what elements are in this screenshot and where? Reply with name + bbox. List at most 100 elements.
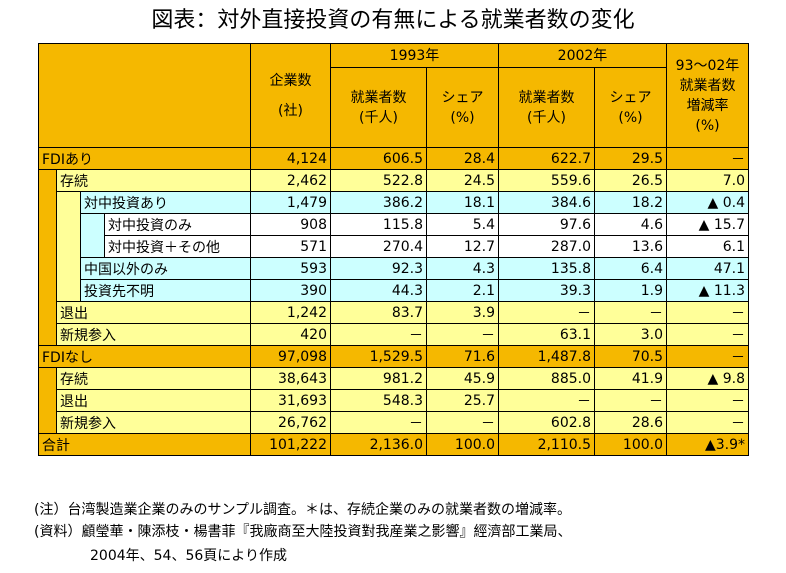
cell-s93: 45.9	[426, 367, 499, 390]
table-body: FDIあり 4,124 606.5 28.4 622.7 29.5 －存続 2,462 522.…	[38, 147, 749, 456]
row-label: 退出	[56, 389, 251, 412]
cell-firms: 101,222	[250, 433, 331, 456]
row-label: 中国以外のみ	[80, 257, 251, 280]
cell-s02: 1.9	[594, 279, 667, 302]
cell-s93: 5.4	[426, 213, 499, 236]
indent-cell	[56, 235, 81, 258]
cell-chg: －	[666, 345, 749, 368]
cell-e93: 115.8	[330, 213, 427, 236]
indent-cell	[56, 257, 81, 280]
table-source-cont: 2004年、54、56頁により作成	[90, 548, 287, 564]
cell-e02: 602.8	[498, 411, 595, 434]
cell-firms: 97,098	[250, 345, 331, 368]
cell-e93: －	[330, 323, 427, 346]
cell-e93: 83.7	[330, 301, 427, 324]
header-share-1993: シェア (%)	[426, 67, 499, 148]
table-row: 退出 1,242 83.7 3.9 －－－	[38, 301, 749, 324]
cell-s02: 18.2	[594, 191, 667, 214]
cell-e02: 39.3	[498, 279, 595, 302]
indent-cell	[38, 323, 57, 346]
cell-chg: ▲ 0.4	[666, 191, 749, 214]
cell-e93: 2,136.0	[330, 433, 427, 456]
indent-cell	[38, 235, 57, 258]
cell-firms: 38,643	[250, 367, 331, 390]
cell-s93: 28.4	[426, 147, 499, 170]
row-label: 新規参入	[56, 323, 251, 346]
row-label: FDIあり	[38, 147, 251, 170]
header-blank	[38, 43, 251, 148]
cell-chg: ▲ 11.3	[666, 279, 749, 302]
cell-s93: 100.0	[426, 433, 499, 456]
indent-cell	[80, 235, 105, 258]
row-label: 対中投資あり	[80, 191, 251, 214]
table-row: FDIなし 97,098 1,529.5 71.6 1,487.8 70.5 －	[38, 345, 749, 368]
cell-s02: 13.6	[594, 235, 667, 258]
cell-e93: 981.2	[330, 367, 427, 390]
cell-e02: 622.7	[498, 147, 595, 170]
cell-e93: －	[330, 411, 427, 434]
cell-e93: 386.2	[330, 191, 427, 214]
cell-chg: －	[666, 301, 749, 324]
cell-s02: 28.6	[594, 411, 667, 434]
indent-cell	[38, 279, 57, 302]
cell-e02: 287.0	[498, 235, 595, 258]
cell-e02: 63.1	[498, 323, 595, 346]
cell-s93: －	[426, 411, 499, 434]
cell-firms: 571	[250, 235, 331, 258]
cell-s02: －	[594, 389, 667, 412]
cell-e02: 2,110.5	[498, 433, 595, 456]
cell-chg: 7.0	[666, 169, 749, 192]
table-row: 退出 31,693 548.3 25.7 －－－	[38, 389, 749, 412]
indent-cell	[38, 257, 57, 280]
indent-cell	[56, 213, 81, 236]
cell-s93: －	[426, 323, 499, 346]
cell-e93: 606.5	[330, 147, 427, 170]
employment-table: 企業数 (社) 1993年 2002年 93～02年 就業者数 増減率 (%) 就…	[38, 43, 749, 456]
header-emp-1993: 就業者数 (千人)	[330, 67, 427, 148]
cell-firms: 26,762	[250, 411, 331, 434]
cell-e02: －	[498, 389, 595, 412]
page-title: 図表：対外直接投資の有無による就業者数の変化	[151, 8, 635, 33]
row-label: FDIなし	[38, 345, 251, 368]
cell-s93: 2.1	[426, 279, 499, 302]
table-row: 存続 2,462 522.8 24.5 559.6 26.5 7.0	[38, 169, 749, 192]
cell-e93: 92.3	[330, 257, 427, 280]
cell-s93: 18.1	[426, 191, 499, 214]
cell-s02: 26.5	[594, 169, 667, 192]
cell-chg: 6.1	[666, 235, 749, 258]
cell-s02: 41.9	[594, 367, 667, 390]
indent-cell	[56, 191, 81, 214]
cell-e93: 548.3	[330, 389, 427, 412]
cell-e93: 44.3	[330, 279, 427, 302]
header-change: 93～02年 就業者数 増減率 (%)	[666, 43, 749, 148]
cell-chg: 47.1	[666, 257, 749, 280]
cell-e02: 885.0	[498, 367, 595, 390]
cell-e02: 384.6	[498, 191, 595, 214]
cell-firms: 908	[250, 213, 331, 236]
table-row: FDIあり 4,124 606.5 28.4 622.7 29.5 －	[38, 147, 749, 170]
table-row: 存続 38,643 981.2 45.9 885.0 41.9 ▲ 9.8	[38, 367, 749, 390]
cell-s02: 6.4	[594, 257, 667, 280]
header-2002: 2002年	[498, 43, 667, 68]
cell-chg: ▲ 15.7	[666, 213, 749, 236]
indent-cell	[38, 191, 57, 214]
row-label: 退出	[56, 301, 251, 324]
row-label: 対中投資のみ	[104, 213, 251, 236]
indent-cell	[38, 301, 57, 324]
table-row: 合計 101,222 2,136.0 100.0 2,110.5 100.0 ▲3.9*	[38, 433, 749, 456]
cell-s02: －	[594, 301, 667, 324]
cell-firms: 420	[250, 323, 331, 346]
header-1993: 1993年	[330, 43, 499, 68]
cell-e93: 1,529.5	[330, 345, 427, 368]
table-source: (資料）顧瑩華・陳添枝・楊書菲『我廠商至大陸投資對我産業之影響』經濟部工業局、	[34, 524, 572, 540]
cell-s02: 3.0	[594, 323, 667, 346]
indent-cell	[38, 411, 57, 434]
row-label: 対中投資＋その他	[104, 235, 251, 258]
row-label: 存続	[56, 169, 251, 192]
indent-cell	[56, 279, 81, 302]
header-emp-2002: 就業者数 (千人)	[498, 67, 595, 148]
cell-s93: 4.3	[426, 257, 499, 280]
cell-chg: ▲ 9.8	[666, 367, 749, 390]
table-row: 対中投資のみ 908 115.8 5.4 97.6 4.6 ▲ 15.7	[38, 213, 749, 236]
cell-s93: 3.9	[426, 301, 499, 324]
